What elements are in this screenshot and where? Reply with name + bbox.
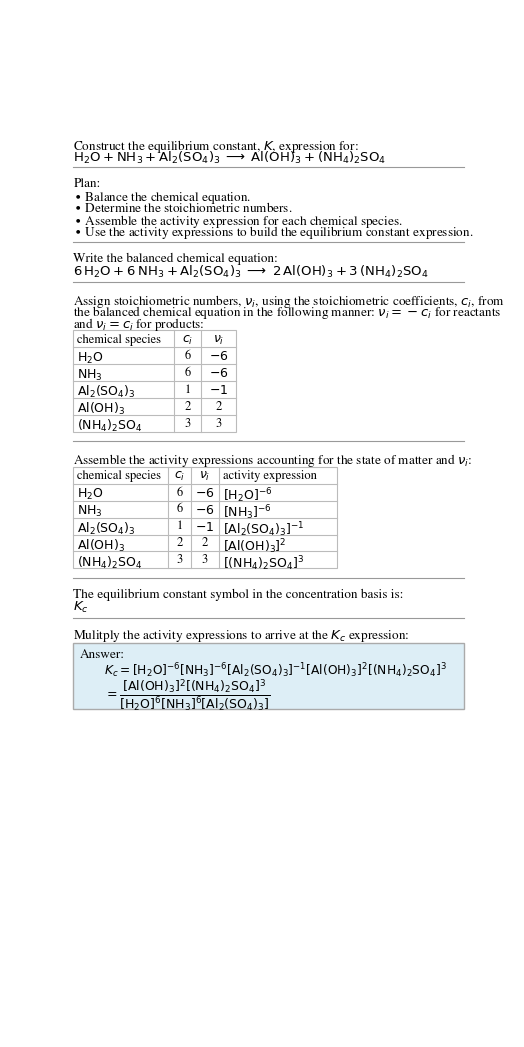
Text: Answer:: Answer: bbox=[80, 649, 125, 661]
Text: $-1$: $-1$ bbox=[209, 384, 228, 398]
Text: $[\mathrm{NH_3}]^{-6}$: $[\mathrm{NH_3}]^{-6}$ bbox=[223, 504, 272, 522]
Text: 2: 2 bbox=[215, 401, 222, 414]
Text: $\bullet$ Assemble the activity expression for each chemical species.: $\bullet$ Assemble the activity expressi… bbox=[73, 213, 403, 229]
Text: $c_i$: $c_i$ bbox=[182, 334, 193, 347]
Text: $[\mathrm{Al_2(SO_4)_3}]^{-1}$: $[\mathrm{Al_2(SO_4)_3}]^{-1}$ bbox=[223, 520, 304, 539]
Text: 6: 6 bbox=[177, 504, 182, 515]
Text: $\mathrm{H_2O}$: $\mathrm{H_2O}$ bbox=[77, 351, 104, 365]
Text: $K_c = [\mathrm{H_2O}]^{-6}[\mathrm{NH_3}]^{-6}[\mathrm{Al_2(SO_4)_3}]^{-1}[\mat: $K_c = [\mathrm{H_2O}]^{-6}[\mathrm{NH_3… bbox=[104, 662, 447, 681]
Text: 6: 6 bbox=[184, 351, 191, 362]
Text: $\mathrm{Al(OH)_3}$: $\mathrm{Al(OH)_3}$ bbox=[77, 401, 125, 418]
Text: $\mathrm{Al_2(SO_4)_3}$: $\mathrm{Al_2(SO_4)_3}$ bbox=[77, 520, 136, 537]
Text: $\bullet$ Balance the chemical equation.: $\bullet$ Balance the chemical equation. bbox=[73, 190, 252, 205]
Text: 3: 3 bbox=[176, 555, 182, 566]
Text: $K_c$: $K_c$ bbox=[73, 600, 89, 615]
Text: $\bullet$ Use the activity expressions to build the equilibrium constant express: $\bullet$ Use the activity expressions t… bbox=[73, 224, 474, 241]
Text: $-6$: $-6$ bbox=[209, 367, 228, 380]
Bar bbox=[73, 331, 236, 432]
Text: $\mathrm{H_2O}$: $\mathrm{H_2O}$ bbox=[77, 487, 104, 502]
Text: $\mathrm{NH_3}$: $\mathrm{NH_3}$ bbox=[77, 367, 103, 382]
Bar bbox=[73, 643, 464, 709]
Text: $\nu_i$: $\nu_i$ bbox=[213, 334, 224, 347]
Bar bbox=[73, 467, 337, 569]
Text: $\mathrm{Al(OH)_3}$: $\mathrm{Al(OH)_3}$ bbox=[77, 537, 125, 554]
Text: Assemble the activity expressions accounting for the state of matter and $\nu_i$: Assemble the activity expressions accoun… bbox=[73, 452, 473, 469]
Text: $c_i$: $c_i$ bbox=[174, 470, 185, 483]
Text: $[(\mathrm{NH_4})_2\mathrm{SO_4}]^3$: $[(\mathrm{NH_4})_2\mathrm{SO_4}]^3$ bbox=[223, 555, 304, 573]
Text: $-1$: $-1$ bbox=[195, 520, 215, 534]
Text: $(\mathrm{NH_4})_2\mathrm{SO_4}$: $(\mathrm{NH_4})_2\mathrm{SO_4}$ bbox=[77, 418, 143, 435]
Text: $\nu_i$: $\nu_i$ bbox=[199, 470, 211, 483]
Text: 2: 2 bbox=[176, 537, 182, 550]
Text: 1: 1 bbox=[184, 384, 191, 396]
Text: 6: 6 bbox=[184, 367, 191, 379]
Text: $\bullet$ Determine the stoichiometric numbers.: $\bullet$ Determine the stoichiometric n… bbox=[73, 201, 293, 215]
Text: $[\mathrm{Al(OH)_3}]^2$: $[\mathrm{Al(OH)_3}]^2$ bbox=[223, 537, 286, 556]
Text: $= \dfrac{[\mathrm{Al(OH)_3}]^2[(\mathrm{NH_4})_2\mathrm{SO_4}]^3}{[\mathrm{H_2O: $= \dfrac{[\mathrm{Al(OH)_3}]^2[(\mathrm… bbox=[104, 677, 271, 713]
Text: the balanced chemical equation in the following manner: $\nu_i = -c_i$ for react: the balanced chemical equation in the fo… bbox=[73, 305, 501, 321]
Text: 6: 6 bbox=[177, 487, 182, 498]
Text: The equilibrium constant symbol in the concentration basis is:: The equilibrium constant symbol in the c… bbox=[73, 588, 403, 601]
Text: 2: 2 bbox=[184, 401, 191, 414]
Text: $[\mathrm{H_2O}]^{-6}$: $[\mathrm{H_2O}]^{-6}$ bbox=[223, 487, 272, 506]
Text: chemical species: chemical species bbox=[77, 334, 161, 346]
Text: 3: 3 bbox=[202, 555, 208, 566]
Text: 3: 3 bbox=[184, 418, 191, 430]
Text: $\mathrm{NH_3}$: $\mathrm{NH_3}$ bbox=[77, 504, 103, 519]
Text: Assign stoichiometric numbers, $\nu_i$, using the stoichiometric coefficients, $: Assign stoichiometric numbers, $\nu_i$, … bbox=[73, 293, 505, 310]
Text: activity expression: activity expression bbox=[223, 470, 317, 482]
Text: $\mathrm{H_2O + NH_3 + Al_2(SO_4)_3 \;\longrightarrow\; Al(OH)_3 + (NH_4)_2SO_4}: $\mathrm{H_2O + NH_3 + Al_2(SO_4)_3 \;\l… bbox=[73, 150, 387, 165]
Text: $(\mathrm{NH_4})_2\mathrm{SO_4}$: $(\mathrm{NH_4})_2\mathrm{SO_4}$ bbox=[77, 555, 143, 571]
Text: $\mathrm{Al_2(SO_4)_3}$: $\mathrm{Al_2(SO_4)_3}$ bbox=[77, 384, 136, 400]
Text: Construct the equilibrium constant, $K$, expression for:: Construct the equilibrium constant, $K$,… bbox=[73, 138, 359, 155]
Text: $-6$: $-6$ bbox=[209, 351, 228, 363]
Text: 1: 1 bbox=[176, 520, 182, 533]
Text: Mulitply the activity expressions to arrive at the $K_c$ expression:: Mulitply the activity expressions to arr… bbox=[73, 628, 410, 645]
Text: $6\,\mathrm{H_2O + 6\,NH_3 + Al_2(SO_4)_3 \;\longrightarrow\; 2\,Al(OH)_3 + 3\,(: $6\,\mathrm{H_2O + 6\,NH_3 + Al_2(SO_4)_… bbox=[73, 264, 429, 281]
Text: $-6$: $-6$ bbox=[195, 504, 215, 517]
Text: Plan:: Plan: bbox=[73, 178, 101, 190]
Text: $-6$: $-6$ bbox=[195, 487, 215, 499]
Text: chemical species: chemical species bbox=[77, 470, 161, 482]
Text: 3: 3 bbox=[215, 418, 222, 430]
Text: and $\nu_i = c_i$ for products:: and $\nu_i = c_i$ for products: bbox=[73, 316, 205, 333]
Text: Write the balanced chemical equation:: Write the balanced chemical equation: bbox=[73, 252, 278, 265]
Text: 2: 2 bbox=[202, 537, 208, 550]
